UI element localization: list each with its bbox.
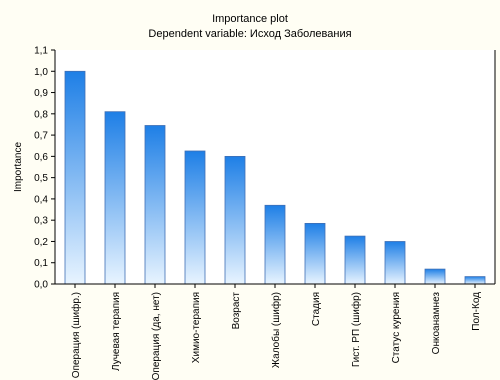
y-tick-label: 0,9 [34,88,48,99]
y-axis-label: Importance [13,142,24,192]
y-tick-label: 0,3 [34,216,48,227]
x-tick-label: Возраст [231,292,242,330]
bar-9 [424,268,446,285]
x-tick-label: Гист. РП (шифр) [350,292,362,367]
chart-subtitle: Dependent variable: Исход Заболевания [148,28,352,40]
bar-7 [344,235,366,285]
bar-10 [464,276,486,285]
y-tick-label: 0,5 [34,173,48,184]
x-tick-label: Статус курения [391,292,402,363]
chart-title: Importance plot [212,13,288,25]
x-tick-label: Операция (шифр.) [70,292,82,378]
y-tick-label: 0,4 [34,194,48,205]
x-tick-label: Химио-терапия [191,292,202,363]
y-tick-label: 1,0 [34,67,48,78]
bar-2 [144,125,166,285]
bar-5 [264,204,286,285]
x-tick-label: Онкоанамнез [431,292,442,355]
x-tick-label: Операция (да, нет) [151,292,162,380]
x-tick-label: Пол-Код [471,292,482,331]
y-tick-label: 0,2 [34,237,48,248]
bar-1 [104,111,126,285]
y-tick-label: 0,0 [34,280,48,291]
x-tick-label: Стадия [311,292,322,326]
bar-4 [224,155,246,285]
bar-6 [304,222,326,285]
bar-8 [384,241,406,285]
y-tick-label: 0,6 [34,152,48,163]
bar-3 [184,150,206,285]
y-tick-label: 0,1 [34,258,48,269]
y-tick-label: 0,7 [34,131,48,142]
y-tick-label: 1,1 [34,46,48,57]
x-tick-label: Лучевая терапия [111,292,122,371]
y-tick-label: 0,8 [34,109,48,120]
x-tick-label: Жалобы (шифр) [270,292,282,368]
bar-0 [64,70,86,285]
